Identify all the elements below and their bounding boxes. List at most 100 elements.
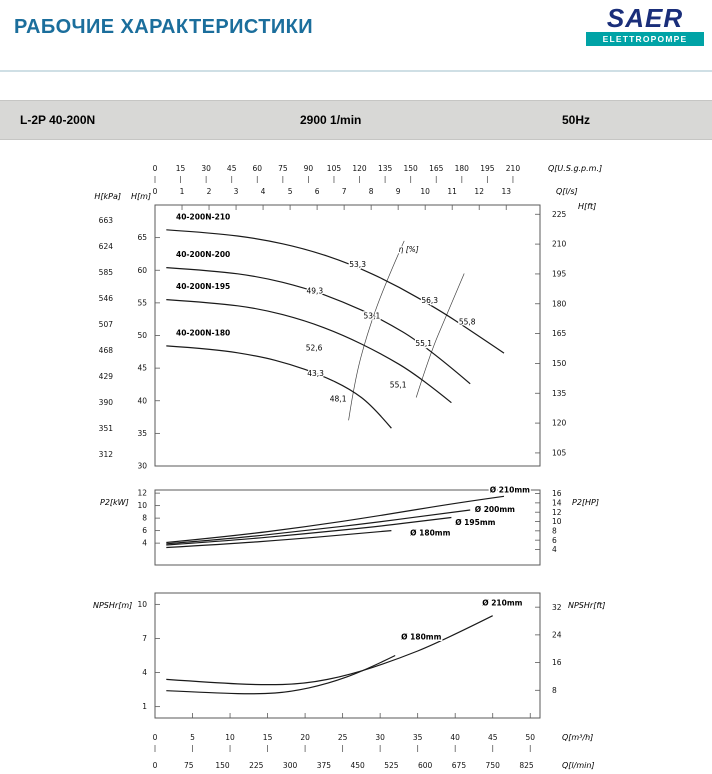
- frequency-label: 50Hz: [562, 113, 591, 127]
- x-tick-label: 8: [369, 187, 374, 196]
- y-tick-label: 180: [552, 299, 567, 308]
- x-tick-label: 45: [227, 164, 237, 173]
- x-tick-label: 180: [455, 164, 470, 173]
- x-tick-label: 30: [375, 733, 385, 742]
- axis-unit-label: P2[kW]: [100, 498, 129, 507]
- y-tick-label: 585: [99, 268, 114, 277]
- x-tick-label: 40: [450, 733, 460, 742]
- y-tick-label: 390: [99, 398, 114, 407]
- curve-label-40-200N-200: 40-200N-200: [176, 250, 230, 259]
- annotation: η [%]: [399, 245, 419, 254]
- x-tick-label: 2: [207, 187, 212, 196]
- x-tick-label: 0: [153, 187, 158, 196]
- y-tick-label: 8: [552, 526, 557, 535]
- y-tick-label: 120: [552, 419, 567, 428]
- y-tick-label: 165: [552, 329, 567, 338]
- y-tick-label: 32: [552, 603, 562, 612]
- rotation-speed: 2900 1/min: [300, 113, 362, 127]
- x-tick-label: 5: [288, 187, 293, 196]
- annotation: 52,6: [306, 344, 323, 353]
- y-tick-label: 30: [137, 462, 147, 471]
- x-tick-label: 6: [315, 187, 320, 196]
- y-tick-label: 225: [552, 210, 567, 219]
- x-tick-label: 7: [342, 187, 347, 196]
- curve-P2-180: [166, 530, 392, 549]
- plot-box: [154, 489, 541, 566]
- y-tick-label: 4: [142, 539, 147, 548]
- model-name: L-2P 40-200N: [20, 113, 96, 127]
- x-tick-label: 5: [190, 733, 195, 742]
- curve-label-40-200N-210: 40-200N-210: [176, 212, 230, 221]
- y-tick-label: 12: [552, 508, 562, 517]
- y-tick-label: 65: [137, 233, 147, 242]
- annotation: 56,3: [421, 296, 438, 305]
- y-tick-label: 12: [137, 489, 147, 498]
- y-tick-label: 1: [142, 702, 147, 711]
- y-tick-label: 16: [552, 658, 562, 667]
- curve-P2-200: [166, 509, 471, 545]
- curve-40-200N-210: [166, 229, 505, 354]
- y-tick-label: 6: [142, 526, 147, 535]
- y-tick-label: 4: [142, 668, 147, 677]
- y-tick-label: 16: [552, 489, 562, 498]
- axis-unit-label: Q[m³/h]: [562, 733, 593, 742]
- x-tick-label: 195: [480, 164, 495, 173]
- axis-unit-label: Q[l/min]: [562, 761, 595, 770]
- y-tick-label: 8: [142, 514, 147, 523]
- curve-label-40-200N-195: 40-200N-195: [176, 282, 230, 291]
- annotation: 49,3: [307, 287, 324, 296]
- plot-box: [154, 592, 541, 719]
- model-info-bar: L-2P 40-200N 2900 1/min 50Hz: [0, 100, 712, 140]
- axis-unit-label: H[m]: [131, 192, 151, 201]
- y-tick-label: 10: [137, 501, 147, 510]
- x-tick-label: 300: [283, 761, 298, 770]
- y-tick-label: 663: [99, 216, 114, 225]
- y-tick-label: 14: [552, 498, 562, 507]
- brand-logo-text: SAER: [606, 3, 684, 33]
- y-tick-label: 35: [137, 429, 147, 438]
- page-title: РАБОЧИЕ ХАРАКТЕРИСТИКИ: [14, 16, 313, 38]
- curve-label-40-200N-180: 40-200N-180: [176, 329, 230, 338]
- y-tick-label: 45: [137, 364, 147, 373]
- y-tick-label: 210: [552, 240, 567, 249]
- y-tick-label: 7: [142, 634, 147, 643]
- x-tick-label: 11: [447, 187, 457, 196]
- x-tick-label: 25: [338, 733, 348, 742]
- x-tick-label: 75: [278, 164, 288, 173]
- brand-logo: SAER ELETTROPOMPE: [586, 5, 704, 46]
- x-tick-label: 600: [418, 761, 433, 770]
- x-tick-label: 225: [249, 761, 264, 770]
- iso-efficiency-line: [415, 273, 465, 398]
- curve-label-P2-210: Ø 210mm: [490, 486, 530, 495]
- axis-unit-label: Q[U.S.g.p.m.]: [548, 164, 602, 173]
- y-tick-label: 40: [137, 396, 147, 405]
- x-tick-label: 105: [327, 164, 342, 173]
- x-tick-label: 3: [234, 187, 239, 196]
- curve-label-P2-195: Ø 195mm: [455, 518, 495, 527]
- x-tick-label: 35: [413, 733, 423, 742]
- y-tick-label: 6: [552, 536, 557, 545]
- y-tick-label: 546: [99, 294, 114, 303]
- annotation: 55,1: [390, 381, 407, 390]
- y-tick-label: 429: [99, 372, 114, 381]
- curve-NPSH-180: [166, 654, 396, 695]
- y-tick-label: 4: [552, 545, 557, 554]
- x-tick-label: 825: [519, 761, 534, 770]
- y-tick-label: 150: [552, 359, 567, 368]
- x-tick-label: 75: [184, 761, 194, 770]
- y-tick-label: 105: [552, 449, 567, 458]
- x-tick-label: 150: [215, 761, 230, 770]
- x-tick-label: 0: [153, 733, 158, 742]
- x-tick-label: 4: [261, 187, 266, 196]
- x-tick-label: 135: [378, 164, 393, 173]
- curve-40-200N-200: [166, 267, 471, 385]
- annotation: 48,1: [330, 394, 347, 403]
- annotation: 53,1: [364, 312, 381, 321]
- y-tick-label: 60: [137, 266, 147, 275]
- header-divider: [0, 70, 712, 72]
- x-tick-label: 15: [176, 164, 186, 173]
- y-tick-label: 312: [99, 450, 114, 459]
- x-tick-label: 165: [429, 164, 444, 173]
- axis-unit-label: H[kPa]: [94, 192, 121, 201]
